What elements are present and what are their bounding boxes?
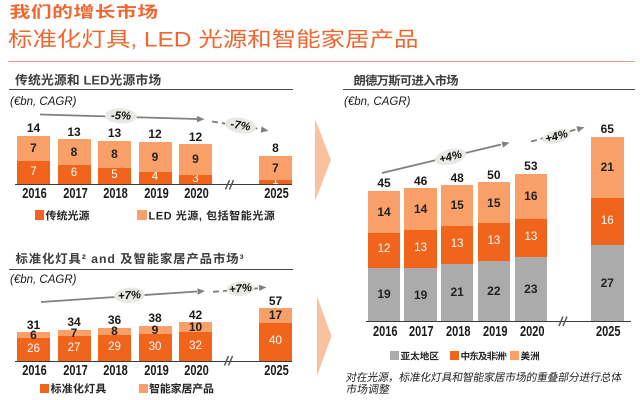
- svg-text:-5%: -5%: [111, 110, 132, 123]
- svg-text:+4%: +4%: [544, 128, 569, 146]
- svg-text:-7%: -7%: [230, 118, 252, 133]
- svg-text:+7%: +7%: [118, 289, 142, 303]
- svg-text:+7%: +7%: [229, 282, 253, 296]
- svg-text:+4%: +4%: [438, 149, 463, 166]
